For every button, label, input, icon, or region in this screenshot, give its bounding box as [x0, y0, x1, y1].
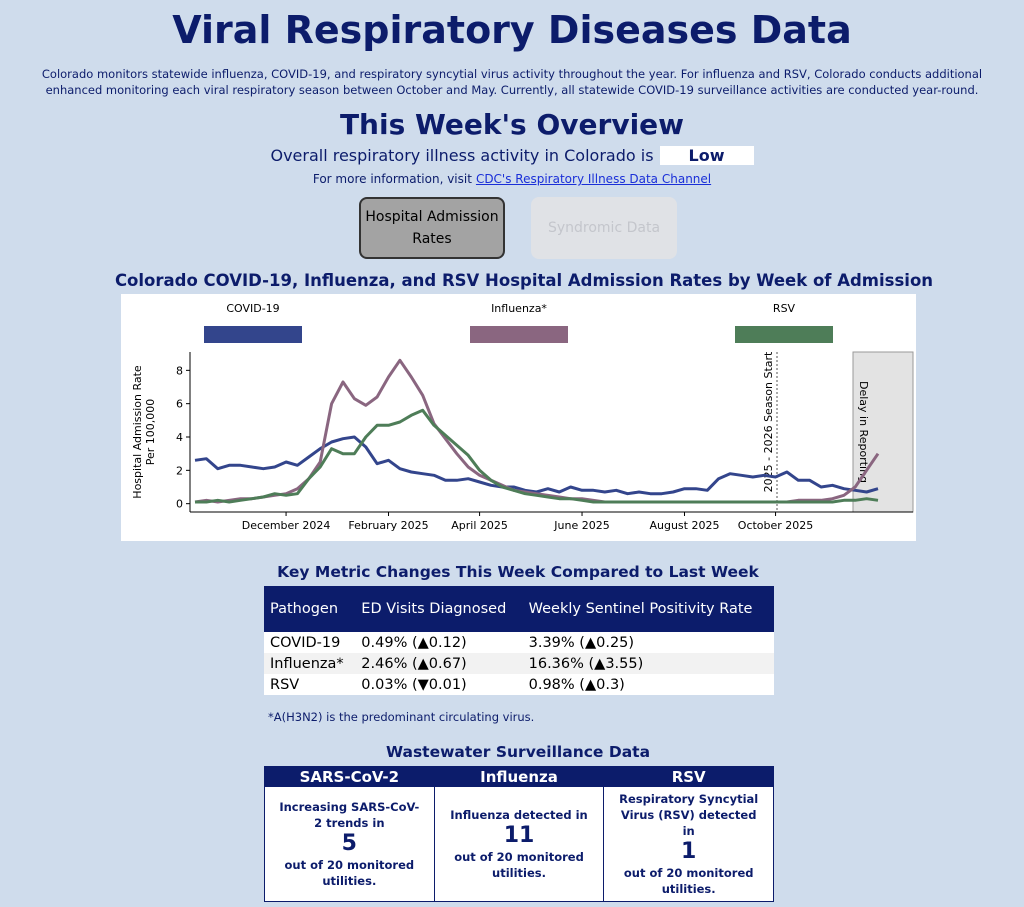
- activity-text: Overall respiratory illness activity in …: [270, 146, 654, 165]
- y-axis-label: Hospital Admission RatePer 100,000: [131, 365, 157, 499]
- table-cell: 3.39% (▲0.25): [522, 632, 774, 653]
- info-line: For more information, visit CDC's Respira…: [0, 172, 1024, 186]
- table-note: *A(H3N2) is the predominant circulating …: [268, 710, 535, 724]
- legend-label: RSV: [773, 302, 796, 315]
- wastewater-box: RSV Respiratory Syncytial Virus (RSV) det…: [604, 767, 774, 901]
- wastewater-box: Influenza Influenza detected in 11 out of 2…: [434, 767, 605, 901]
- legend-swatch: [735, 326, 833, 343]
- y-axis-label-line: Per 100,000: [144, 399, 157, 466]
- header-cell: Weekly Sentinel Positivity Rate: [522, 586, 774, 632]
- table-row: COVID-19 0.49% (▲0.12) 3.39% (▲0.25): [264, 632, 774, 653]
- table-cell: RSV: [264, 674, 356, 695]
- wastewater-panel: SARS-CoV-2 Increasing SARS-CoV-2 trends i…: [264, 766, 774, 902]
- box-body: Influenza detected in 11 out of 20 monitor…: [435, 787, 604, 901]
- box-header: SARS-CoV-2: [265, 767, 434, 787]
- table-cell: 16.36% (▲3.55): [522, 653, 774, 674]
- series-line: [194, 435, 879, 496]
- table-title: Key Metric Changes This Week Compared to…: [277, 563, 759, 581]
- box-number: 1: [681, 839, 697, 864]
- legend-swatch: [204, 326, 302, 343]
- series-line: [195, 408, 879, 504]
- x-tick-label: October 2025: [738, 519, 814, 532]
- box-number: 5: [341, 831, 357, 856]
- box-footer: out of 20 monitored utilities.: [454, 850, 584, 880]
- y-tick-label: 2: [176, 464, 183, 477]
- metrics-table: Pathogen ED Visits Diagnosed Weekly Sentin…: [264, 586, 774, 695]
- x-tick-label: December 2024: [242, 519, 331, 532]
- tab-button[interactable]: Hospital Admission Rates: [359, 197, 505, 259]
- legend-label: Influenza*: [491, 302, 547, 315]
- wastewater-title: Wastewater Surveillance Data: [385, 743, 651, 761]
- y-tick-label: 8: [176, 364, 183, 377]
- chart: 0 2 4 6 8 December 2024 February 2025 April 202…: [121, 294, 916, 541]
- tab-button[interactable]: Syndromic Data: [531, 197, 677, 259]
- activity-line: Overall respiratory illness activity in …: [0, 146, 1024, 165]
- y-axis-label-line: Hospital Admission Rate: [131, 365, 144, 499]
- y-tick-label: 6: [176, 398, 183, 411]
- box-header: RSV: [604, 767, 774, 787]
- box-header: Influenza: [434, 767, 604, 787]
- info-text: For more information, visit: [312, 172, 472, 186]
- table-cell: Influenza*: [264, 653, 356, 674]
- box-number: 11: [503, 823, 535, 848]
- annotation: 2025 - 2026 Season Start: [762, 351, 775, 492]
- legend-swatch: [470, 326, 568, 343]
- x-tick-label: August 2025: [649, 519, 719, 532]
- delay-region: [852, 351, 914, 513]
- box-body: Respiratory Syncytial Virus (RSV) detect…: [604, 787, 773, 901]
- box-footer: out of 20 monitored utilities.: [623, 866, 754, 896]
- box-text: Increasing SARS-CoV-2 trends in: [279, 800, 420, 830]
- table-cell: 0.98% (▲0.3): [522, 674, 774, 695]
- table-cell: 0.49% (▲0.12): [355, 632, 523, 653]
- y-tick-label: 0: [176, 498, 183, 511]
- box-text: Respiratory Syncytial Virus (RSV) detect…: [619, 792, 759, 838]
- table-row: RSV 0.03% (▼0.01) 0.98% (▲0.3): [264, 674, 774, 695]
- legend-label: COVID-19: [226, 302, 279, 315]
- table-cell: 0.03% (▼0.01): [355, 674, 523, 695]
- annotation: Delay in Reporting: [857, 381, 870, 483]
- activity-level: Low: [659, 146, 754, 165]
- page-title: Viral Respiratory Diseases Data: [172, 8, 852, 52]
- box-body: Increasing SARS-CoV-2 trends in 5 out of 2…: [265, 787, 434, 901]
- x-tick-label: February 2025: [348, 519, 428, 532]
- x-tick-label: June 2025: [553, 519, 609, 532]
- box-footer: out of 20 monitored utilities.: [284, 858, 415, 888]
- x-tick-label: April 2025: [451, 519, 508, 532]
- y-tick-label: 4: [176, 431, 183, 444]
- series-line: [194, 358, 880, 504]
- overview-title: This Week's Overview: [339, 108, 685, 141]
- wastewater-box: SARS-CoV-2 Increasing SARS-CoV-2 trends i…: [265, 767, 435, 901]
- header-cell: Pathogen: [264, 586, 356, 632]
- table-cell: COVID-19: [264, 632, 356, 653]
- box-text: Influenza detected in: [450, 808, 588, 822]
- table-cell: 2.46% (▲0.67): [355, 653, 523, 674]
- table-row: Influenza* 2.46% (▲0.67) 16.36% (▲3.55): [264, 653, 774, 674]
- intro-text: Colorado monitors statewide influenza, C…: [41, 67, 983, 97]
- header-cell: ED Visits Diagnosed: [355, 586, 523, 632]
- chart-title: Colorado COVID-19, Influenza, and RSV Ho…: [114, 271, 934, 290]
- header-row: Pathogen ED Visits Diagnosed Weekly Sentin…: [264, 586, 774, 632]
- cdc-link[interactable]: CDC's Respiratory Illness Data Channel: [475, 172, 712, 186]
